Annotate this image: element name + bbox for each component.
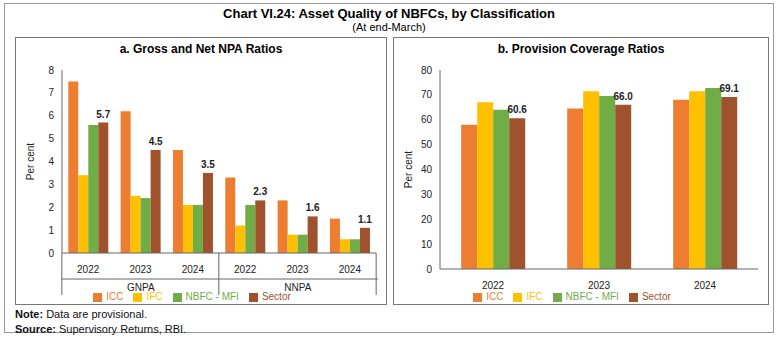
svg-text:1.6: 1.6 bbox=[306, 202, 320, 213]
svg-text:80: 80 bbox=[421, 65, 433, 76]
svg-text:2024: 2024 bbox=[694, 280, 717, 291]
svg-text:10: 10 bbox=[421, 239, 433, 250]
html-text:IFC: IFC bbox=[146, 291, 163, 302]
html-text:ICC: ICC bbox=[486, 291, 504, 302]
html-text:(At end-March): (At end-March) bbox=[352, 21, 426, 33]
html-text:NBFC - MFI: NBFC - MFI bbox=[185, 291, 239, 302]
svg-text:60: 60 bbox=[421, 114, 433, 125]
svg-text:5.7: 5.7 bbox=[96, 109, 110, 120]
svg-text:2022: 2022 bbox=[234, 264, 257, 275]
html-text:Chart VI.24: Asset Quality of: Chart VI.24: Asset Quality of NBFCs, by … bbox=[223, 6, 555, 21]
svg-text:2023: 2023 bbox=[129, 264, 152, 275]
svg-text:4.5: 4.5 bbox=[149, 136, 163, 147]
svg-text:2024: 2024 bbox=[182, 264, 205, 275]
svg-text:3.5: 3.5 bbox=[201, 159, 215, 170]
svg-text:7: 7 bbox=[48, 87, 54, 98]
svg-text:40: 40 bbox=[421, 164, 433, 175]
svg-text:0: 0 bbox=[426, 264, 432, 275]
svg-text:30: 30 bbox=[421, 189, 433, 200]
html-text:a. Gross and Net NPA Ratios: a. Gross and Net NPA Ratios bbox=[119, 42, 283, 56]
svg-text:5: 5 bbox=[48, 133, 54, 144]
svg-text:2.3: 2.3 bbox=[253, 186, 267, 197]
svg-text:6: 6 bbox=[48, 110, 54, 121]
svg-text:2023: 2023 bbox=[588, 280, 611, 291]
svg-text:70: 70 bbox=[421, 89, 433, 100]
svg-text:1: 1 bbox=[48, 225, 54, 236]
svg-text:60.6: 60.6 bbox=[507, 104, 527, 115]
svg-text:2022: 2022 bbox=[482, 280, 505, 291]
svg-text:2: 2 bbox=[48, 202, 54, 213]
svg-text:2022: 2022 bbox=[77, 264, 100, 275]
html-text:Note: Data are provisional.: Note: Data are provisional. bbox=[15, 308, 148, 320]
svg-text:4: 4 bbox=[48, 156, 54, 167]
svg-text:0: 0 bbox=[48, 248, 54, 259]
html-text:Source: Supervisory Returns, R: Source: Supervisory Returns, RBI. bbox=[15, 323, 187, 335]
html-text:Sector: Sector bbox=[641, 291, 671, 302]
html-text:b. Provision Coverage Ratios: b. Provision Coverage Ratios bbox=[497, 42, 665, 56]
html-text:IFC: IFC bbox=[526, 291, 543, 302]
svg-text:20: 20 bbox=[421, 214, 433, 225]
svg-text:2024: 2024 bbox=[339, 264, 362, 275]
html-text:Sector: Sector bbox=[261, 291, 291, 302]
svg-text:66.0: 66.0 bbox=[613, 91, 633, 102]
svg-text:Per cent: Per cent bbox=[25, 143, 36, 180]
html-text:ICC: ICC bbox=[106, 291, 124, 302]
svg-text:69.1: 69.1 bbox=[719, 83, 739, 94]
svg-text:GNPA: GNPA bbox=[127, 282, 155, 293]
svg-text:2023: 2023 bbox=[286, 264, 309, 275]
svg-text:3: 3 bbox=[48, 179, 54, 190]
svg-text:1.1: 1.1 bbox=[358, 214, 372, 225]
svg-text:8: 8 bbox=[48, 65, 54, 76]
svg-text:Per cent: Per cent bbox=[403, 151, 414, 188]
svg-text:NNPA: NNPA bbox=[284, 282, 311, 293]
svg-text:50: 50 bbox=[421, 139, 433, 150]
html-text:NBFC - MFI: NBFC - MFI bbox=[565, 291, 619, 302]
